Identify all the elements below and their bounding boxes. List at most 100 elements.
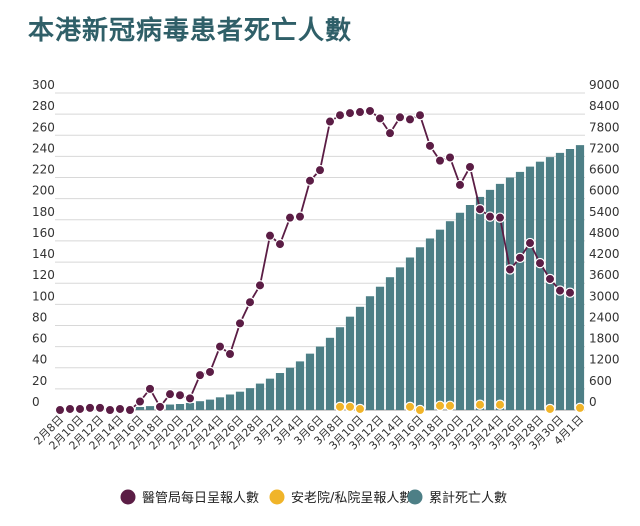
left-axis-tick-label: 180 <box>32 205 55 219</box>
cumulative-bar <box>495 183 505 410</box>
care-home-point <box>574 402 586 414</box>
care-home-point <box>414 404 426 416</box>
left-axis-tick-label: 140 <box>32 247 55 261</box>
left-axis-tick-label: 120 <box>32 268 55 282</box>
cumulative-bar <box>395 267 405 410</box>
cumulative-bar <box>485 189 495 410</box>
daily-ha-point <box>304 175 316 186</box>
right-axis-tick-label: 7200 <box>589 141 620 155</box>
daily-ha-point <box>174 390 186 401</box>
care-home-point <box>444 400 456 411</box>
cumulative-bar <box>435 229 445 410</box>
legend-label: 安老院/私院呈報人數 <box>291 491 412 506</box>
daily-ha-point <box>294 211 306 222</box>
right-axis-tick-label: 3000 <box>589 289 620 303</box>
cumulative-bar <box>465 205 475 410</box>
daily-ha-point <box>64 403 76 415</box>
daily-ha-point <box>134 396 146 407</box>
left-axis-tick-label: 40 <box>32 353 47 367</box>
daily-ha-point <box>464 161 476 173</box>
right-axis-ticks: 0 600 1200 1800 2400 3000 3600 4200 4800 5400 6000… <box>589 78 620 409</box>
right-axis-tick-label: 8400 <box>589 99 620 113</box>
daily-ha-point <box>194 369 206 381</box>
daily-ha-point <box>344 107 356 119</box>
daily-ha-point <box>474 204 486 215</box>
cumulative-bar <box>575 145 585 410</box>
left-axis-tick-label: 200 <box>32 184 55 198</box>
daily-ha-point <box>524 237 536 249</box>
daily-ha-point <box>384 127 396 139</box>
daily-ha-point <box>484 211 496 222</box>
cumulative-bar <box>275 373 285 410</box>
daily-ha-point <box>114 403 126 415</box>
cumulative-bar <box>195 401 205 410</box>
care-home-point <box>334 401 346 413</box>
care-home-point <box>544 403 556 415</box>
cumulative-bar <box>335 327 345 410</box>
cumulative-bar <box>225 394 235 410</box>
x-axis-ticks: 2月8日2月10日2月12日2月14日2月16日2月18日2月20日2月22日2… <box>31 413 586 453</box>
daily-ha-point <box>74 403 86 415</box>
daily-ha-point <box>514 252 526 264</box>
daily-ha-point <box>214 341 226 352</box>
left-axis-tick-label: 280 <box>32 99 55 113</box>
left-axis-tick-label: 260 <box>32 120 55 134</box>
right-axis-tick-label: 6000 <box>589 184 620 198</box>
cumulative-bar <box>515 171 525 410</box>
right-axis-tick-label: 5400 <box>589 205 620 219</box>
left-axis-tick-label: 100 <box>32 289 55 303</box>
daily-ha-point <box>404 114 416 125</box>
left-axis-tick-label: 80 <box>32 310 47 324</box>
daily-ha-point <box>254 280 266 291</box>
legend-marker <box>269 489 285 505</box>
left-axis-tick-label: 20 <box>32 374 47 388</box>
daily-ha-point <box>434 155 446 166</box>
daily-ha-point <box>84 402 96 414</box>
daily-ha-point <box>274 238 286 250</box>
daily-ha-point <box>244 297 256 308</box>
daily-ha-point <box>564 287 576 298</box>
right-axis-tick-label: 1800 <box>589 332 620 346</box>
legend-marker <box>120 489 136 505</box>
left-axis-tick-label: 240 <box>32 141 55 155</box>
left-axis-tick-label: 160 <box>32 226 55 240</box>
care-home-dots <box>334 399 586 416</box>
cumulative-bar <box>445 221 455 410</box>
daily-ha-point <box>554 285 566 296</box>
cumulative-bar <box>325 337 335 410</box>
care-home-point <box>474 399 486 410</box>
cumulative-bar <box>525 166 535 410</box>
cumulative-bar <box>455 212 465 410</box>
right-axis-tick-label: 1200 <box>589 353 620 367</box>
left-axis-tick-label: 300 <box>32 78 55 92</box>
cumulative-bar <box>505 177 515 410</box>
daily-ha-point <box>264 230 276 241</box>
left-axis-ticks: 0 20 40 60 80 100 120 140 160 180 200 220 240 260 280 3… <box>32 78 55 409</box>
right-axis-tick-label: 600 <box>589 374 612 388</box>
right-axis-tick-label: 0 <box>589 395 597 409</box>
daily-ha-point <box>94 402 106 414</box>
right-axis-tick-label: 2400 <box>589 310 620 324</box>
cumulative-bar <box>135 407 145 410</box>
care-home-point <box>434 400 446 411</box>
cumulative-bar <box>185 402 195 410</box>
left-axis-tick-label: 220 <box>32 163 55 177</box>
left-axis-tick-label: 0 <box>32 395 40 409</box>
cumulative-bar <box>385 277 395 410</box>
care-home-point <box>494 399 506 410</box>
daily-ha-line <box>59 110 571 411</box>
cumulative-bar <box>365 296 375 410</box>
cumulative-bar <box>255 383 265 410</box>
chart-title: 本港新冠病毒患者死亡人數 <box>28 16 353 46</box>
daily-ha-point <box>234 318 246 329</box>
care-home-point <box>404 401 416 413</box>
care-home-point <box>344 401 356 413</box>
daily-ha-point <box>374 113 386 124</box>
cumulative-bar <box>315 346 325 410</box>
right-axis-tick-label: 4800 <box>589 226 620 240</box>
left-axis-tick-label: 60 <box>32 332 47 346</box>
daily-ha-point <box>424 140 436 152</box>
cumulative-bars <box>55 145 585 410</box>
right-axis-tick-label: 3600 <box>589 268 620 282</box>
right-axis-tick-label: 7800 <box>589 120 620 134</box>
